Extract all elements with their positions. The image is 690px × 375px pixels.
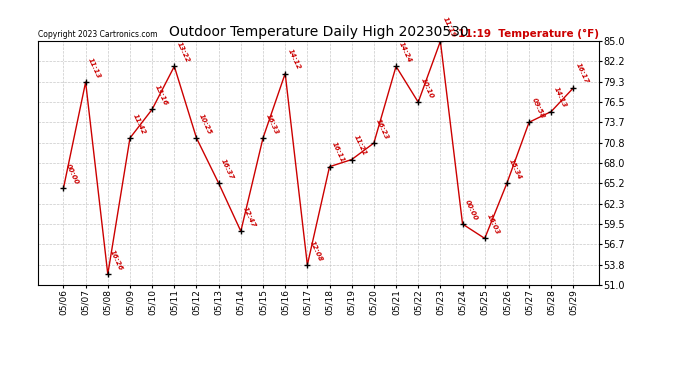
Text: 10:25: 10:25 — [198, 112, 213, 135]
Title: Outdoor Temperature Daily High 20230530: Outdoor Temperature Daily High 20230530 — [168, 25, 469, 39]
Text: 16:37: 16:37 — [220, 158, 235, 180]
Text: 16:17: 16:17 — [575, 62, 590, 85]
Text: 11:19  Temperature (°F): 11:19 Temperature (°F) — [458, 29, 599, 39]
Text: 16:26: 16:26 — [109, 249, 124, 272]
Text: 11:21: 11:21 — [353, 134, 368, 157]
Text: 13:16: 13:16 — [154, 84, 168, 106]
Text: 16:23: 16:23 — [375, 118, 390, 140]
Text: 11:19: 11:19 — [442, 16, 457, 39]
Text: 14:13: 14:13 — [553, 86, 567, 109]
Text: 09:58: 09:58 — [531, 97, 545, 120]
Text: 00:00: 00:00 — [464, 199, 479, 221]
Text: 15:34: 15:34 — [509, 158, 523, 180]
Text: 14:12: 14:12 — [286, 48, 302, 71]
Text: 12:47: 12:47 — [242, 206, 257, 228]
Text: 16:33: 16:33 — [264, 112, 279, 135]
Text: 13:22: 13:22 — [176, 41, 190, 64]
Text: 00:00: 00:00 — [65, 163, 79, 186]
Text: 16:11: 16:11 — [331, 141, 346, 164]
Text: 14:24: 14:24 — [397, 41, 412, 64]
Text: 16:03: 16:03 — [486, 213, 501, 236]
Text: Copyright 2023 Cartronics.com: Copyright 2023 Cartronics.com — [38, 30, 157, 39]
Text: 10:10: 10:10 — [420, 77, 435, 99]
Text: 11:13: 11:13 — [87, 57, 102, 80]
Text: 12:08: 12:08 — [308, 240, 324, 262]
Text: 11:42: 11:42 — [131, 112, 146, 135]
